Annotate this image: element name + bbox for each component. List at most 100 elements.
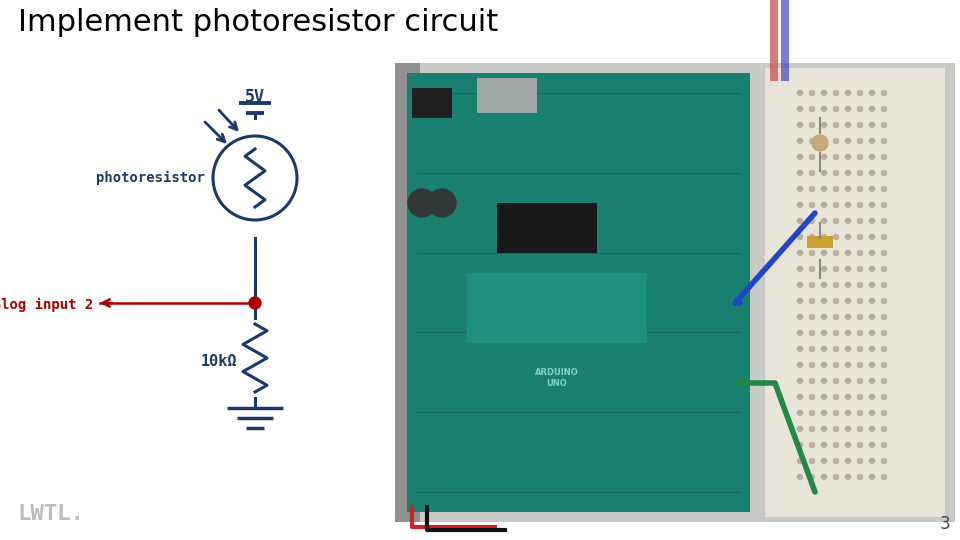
Circle shape xyxy=(798,347,803,352)
Circle shape xyxy=(870,219,875,224)
Circle shape xyxy=(798,106,803,111)
Circle shape xyxy=(809,282,814,287)
Bar xyxy=(467,273,647,343)
Circle shape xyxy=(822,475,827,480)
Circle shape xyxy=(857,123,862,127)
Circle shape xyxy=(870,282,875,287)
Circle shape xyxy=(881,267,886,272)
Circle shape xyxy=(846,91,851,96)
Circle shape xyxy=(833,347,838,352)
Circle shape xyxy=(822,395,827,400)
Circle shape xyxy=(809,347,814,352)
Circle shape xyxy=(809,123,814,127)
Circle shape xyxy=(846,171,851,176)
Circle shape xyxy=(846,442,851,448)
Text: 5V: 5V xyxy=(245,88,265,106)
Text: analog input 2: analog input 2 xyxy=(0,298,93,312)
Circle shape xyxy=(881,314,886,320)
Circle shape xyxy=(857,299,862,303)
Circle shape xyxy=(833,299,838,303)
Circle shape xyxy=(809,427,814,431)
Circle shape xyxy=(870,410,875,415)
Circle shape xyxy=(798,186,803,192)
Bar xyxy=(407,73,750,512)
Circle shape xyxy=(881,362,886,368)
Circle shape xyxy=(870,458,875,463)
Circle shape xyxy=(846,427,851,431)
Circle shape xyxy=(881,299,886,303)
Circle shape xyxy=(857,282,862,287)
Circle shape xyxy=(809,475,814,480)
Circle shape xyxy=(798,427,803,431)
Circle shape xyxy=(798,330,803,335)
Circle shape xyxy=(870,202,875,207)
Circle shape xyxy=(809,234,814,240)
Circle shape xyxy=(833,251,838,255)
Circle shape xyxy=(822,186,827,192)
Circle shape xyxy=(798,138,803,144)
Circle shape xyxy=(881,154,886,159)
Bar xyxy=(497,203,597,253)
Circle shape xyxy=(798,458,803,463)
Circle shape xyxy=(857,442,862,448)
Circle shape xyxy=(809,362,814,368)
Circle shape xyxy=(822,202,827,207)
Circle shape xyxy=(809,219,814,224)
Circle shape xyxy=(822,362,827,368)
Circle shape xyxy=(846,282,851,287)
Circle shape xyxy=(822,251,827,255)
Circle shape xyxy=(809,379,814,383)
Circle shape xyxy=(809,314,814,320)
Circle shape xyxy=(833,154,838,159)
Circle shape xyxy=(798,267,803,272)
Circle shape xyxy=(870,91,875,96)
Circle shape xyxy=(846,475,851,480)
Circle shape xyxy=(809,442,814,448)
Circle shape xyxy=(857,427,862,431)
Circle shape xyxy=(822,91,827,96)
Circle shape xyxy=(798,123,803,127)
Circle shape xyxy=(822,267,827,272)
Circle shape xyxy=(881,234,886,240)
Circle shape xyxy=(870,234,875,240)
Circle shape xyxy=(857,458,862,463)
Circle shape xyxy=(822,442,827,448)
Circle shape xyxy=(881,91,886,96)
Circle shape xyxy=(846,123,851,127)
Circle shape xyxy=(809,458,814,463)
Circle shape xyxy=(857,395,862,400)
Circle shape xyxy=(833,234,838,240)
Circle shape xyxy=(833,282,838,287)
Circle shape xyxy=(881,395,886,400)
Circle shape xyxy=(798,171,803,176)
Circle shape xyxy=(846,234,851,240)
Circle shape xyxy=(881,123,886,127)
Circle shape xyxy=(857,410,862,415)
Circle shape xyxy=(833,171,838,176)
Circle shape xyxy=(846,347,851,352)
Circle shape xyxy=(822,458,827,463)
Circle shape xyxy=(809,330,814,335)
Circle shape xyxy=(870,330,875,335)
Circle shape xyxy=(881,379,886,383)
Circle shape xyxy=(798,395,803,400)
Circle shape xyxy=(798,299,803,303)
Circle shape xyxy=(846,138,851,144)
Circle shape xyxy=(846,299,851,303)
Circle shape xyxy=(881,410,886,415)
Circle shape xyxy=(846,458,851,463)
Text: Implement photoresistor circuit: Implement photoresistor circuit xyxy=(18,8,498,37)
Circle shape xyxy=(846,267,851,272)
Circle shape xyxy=(809,267,814,272)
Bar xyxy=(770,0,778,81)
Circle shape xyxy=(881,219,886,224)
Circle shape xyxy=(857,251,862,255)
Circle shape xyxy=(870,379,875,383)
Circle shape xyxy=(870,106,875,111)
Circle shape xyxy=(798,219,803,224)
Circle shape xyxy=(798,314,803,320)
Circle shape xyxy=(798,282,803,287)
Circle shape xyxy=(798,410,803,415)
Circle shape xyxy=(857,314,862,320)
Bar xyxy=(395,63,420,522)
